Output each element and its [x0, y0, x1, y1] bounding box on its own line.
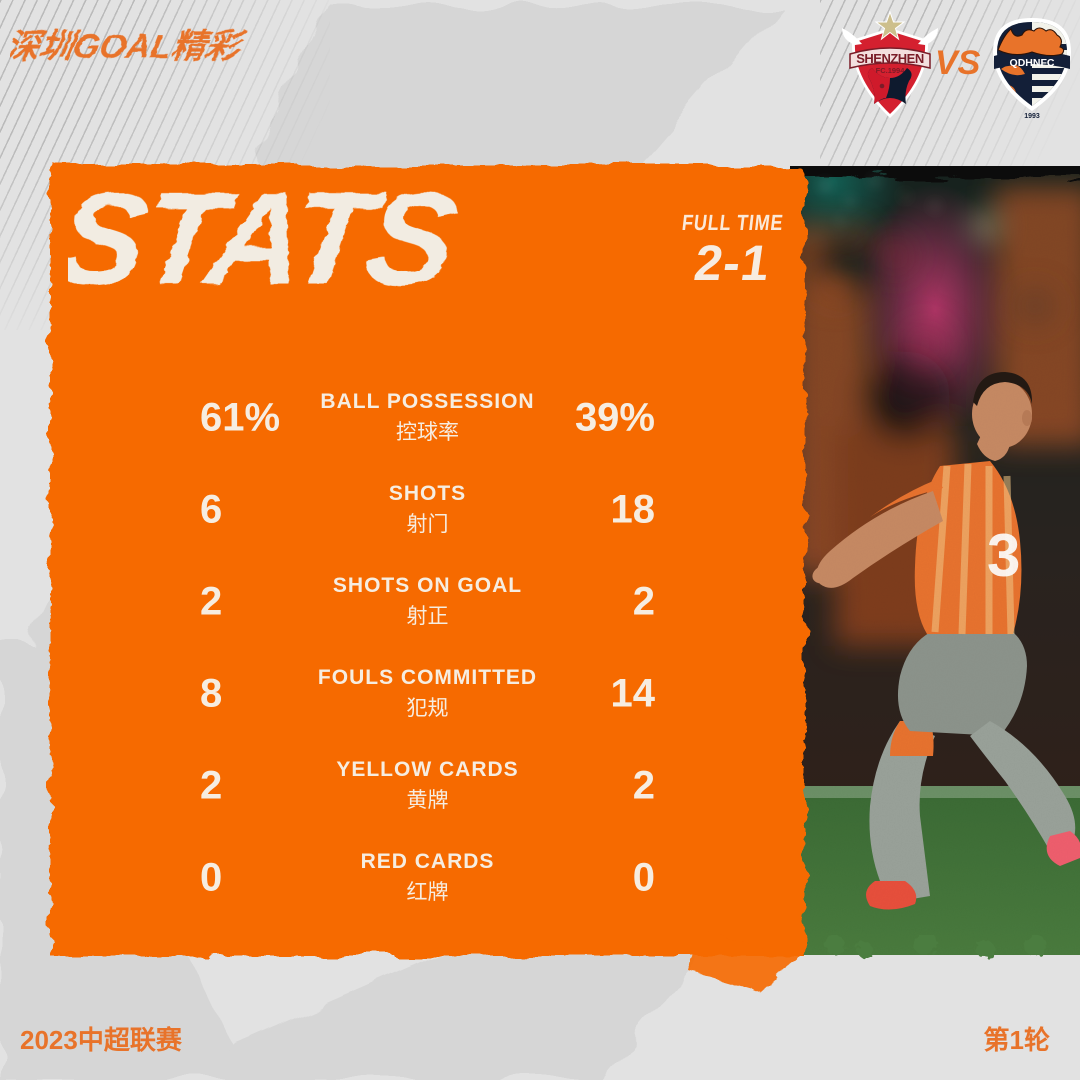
svg-text:QDHNFC: QDHNFC	[1010, 57, 1055, 69]
svg-text:SHENZHEN: SHENZHEN	[856, 51, 924, 66]
svg-text:1993: 1993	[1024, 113, 1040, 120]
svg-text:深圳GOAL精彩: 深圳GOAL精彩	[10, 28, 249, 66]
svg-text:VS: VS	[935, 44, 981, 82]
svg-text:FC.1994: FC.1994	[876, 66, 906, 75]
svg-text:STATS: STATS	[68, 172, 465, 313]
